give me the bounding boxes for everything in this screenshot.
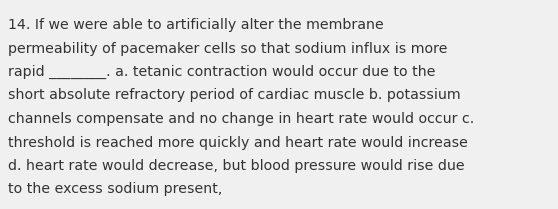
Text: rapid ________. a. tetanic contraction would occur due to the: rapid ________. a. tetanic contraction w… bbox=[8, 65, 435, 79]
Text: d. heart rate would decrease, but blood pressure would rise due: d. heart rate would decrease, but blood … bbox=[8, 159, 465, 173]
Text: to the excess sodium present,: to the excess sodium present, bbox=[8, 182, 223, 196]
Text: threshold is reached more quickly and heart rate would increase: threshold is reached more quickly and he… bbox=[8, 135, 468, 149]
Text: short absolute refractory period of cardiac muscle b. potassium: short absolute refractory period of card… bbox=[8, 88, 460, 102]
Text: permeability of pacemaker cells so that sodium influx is more: permeability of pacemaker cells so that … bbox=[8, 42, 448, 56]
Text: 14. If we were able to artificially alter the membrane: 14. If we were able to artificially alte… bbox=[8, 18, 384, 32]
Text: channels compensate and no change in heart rate would occur c.: channels compensate and no change in hea… bbox=[8, 112, 474, 126]
